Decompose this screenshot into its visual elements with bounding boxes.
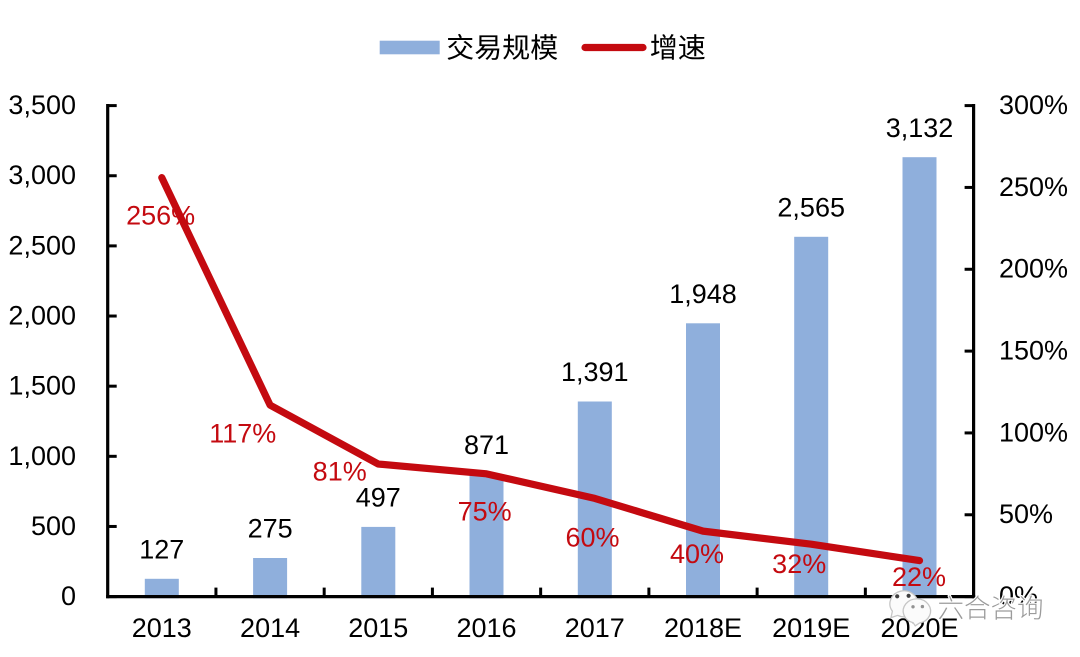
svg-text:75%: 75%: [458, 497, 512, 527]
svg-text:2017: 2017: [565, 613, 625, 643]
svg-text:22%: 22%: [892, 562, 946, 592]
svg-text:150%: 150%: [999, 336, 1068, 366]
svg-text:50%: 50%: [999, 499, 1053, 529]
svg-text:2,565: 2,565: [777, 192, 845, 222]
svg-text:2013: 2013: [132, 613, 192, 643]
svg-text:300%: 300%: [999, 90, 1068, 120]
svg-text:40%: 40%: [670, 539, 724, 569]
svg-text:1,000: 1,000: [8, 441, 76, 471]
svg-text:2015: 2015: [348, 613, 408, 643]
svg-text:500: 500: [31, 511, 76, 541]
svg-text:2,000: 2,000: [8, 301, 76, 331]
svg-text:250%: 250%: [999, 172, 1068, 202]
svg-text:81%: 81%: [313, 457, 367, 487]
svg-text:2016: 2016: [456, 613, 516, 643]
svg-text:200%: 200%: [999, 254, 1068, 284]
svg-text:2018E: 2018E: [664, 613, 742, 643]
svg-text:32%: 32%: [772, 549, 826, 579]
svg-text:127: 127: [139, 534, 184, 564]
svg-text:2014: 2014: [240, 613, 300, 643]
svg-text:117%: 117%: [209, 419, 276, 449]
svg-text:497: 497: [356, 483, 401, 513]
svg-text:3,132: 3,132: [886, 113, 954, 143]
svg-text:1,948: 1,948: [669, 279, 737, 309]
svg-text:2019E: 2019E: [772, 613, 850, 643]
svg-text:3,000: 3,000: [8, 160, 76, 190]
svg-text:60%: 60%: [565, 522, 619, 552]
svg-text:3,500: 3,500: [8, 90, 76, 120]
svg-text:256%: 256%: [126, 201, 195, 231]
svg-text:275: 275: [248, 514, 293, 544]
svg-text:0: 0: [61, 581, 76, 611]
svg-text:1,391: 1,391: [561, 357, 629, 387]
svg-text:100%: 100%: [999, 417, 1068, 447]
svg-text:2,500: 2,500: [8, 230, 76, 260]
svg-text:871: 871: [464, 430, 509, 460]
svg-text:1,500: 1,500: [8, 371, 76, 401]
